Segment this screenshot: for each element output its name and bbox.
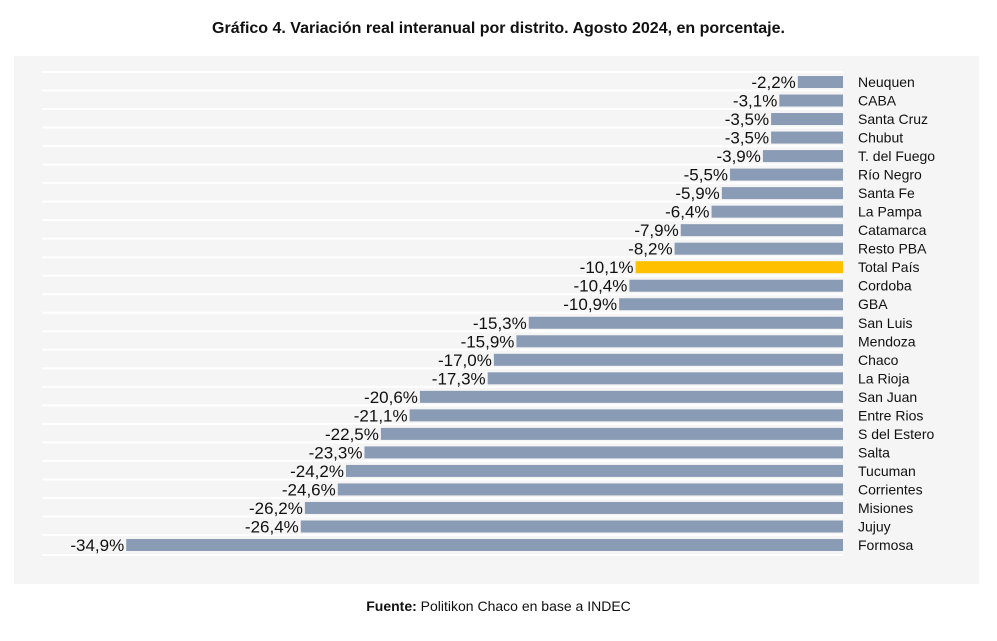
bar-chart: -2,2% Neuquen -3,1% CABA -3,5% Santa Cruz -3,5… xyxy=(42,71,935,556)
bar xyxy=(635,261,843,274)
category-label: Tucuman xyxy=(858,463,916,479)
category-label: Catamarca xyxy=(858,222,927,238)
data-label: -26,2% xyxy=(249,499,303,518)
bar xyxy=(487,372,843,385)
data-label: -17,0% xyxy=(438,351,492,370)
bar xyxy=(797,76,843,88)
category-label: Salta xyxy=(858,444,890,460)
bar xyxy=(779,94,843,107)
data-label: -3,1% xyxy=(733,92,777,111)
category-label: Formosa xyxy=(858,537,913,553)
data-label: -22,5% xyxy=(325,425,379,444)
bar xyxy=(419,390,843,403)
data-label: -10,4% xyxy=(574,277,628,296)
data-label: -21,1% xyxy=(354,406,408,425)
category-label: Santa Fe xyxy=(858,185,915,201)
data-label: -15,9% xyxy=(461,332,515,351)
bar xyxy=(680,224,843,237)
category-label: Total País xyxy=(858,259,919,275)
category-label: Corrientes xyxy=(858,481,923,497)
source-note: Fuente: Politikon Chaco en base a INDEC xyxy=(0,598,997,614)
data-label: -8,2% xyxy=(628,240,672,259)
bar xyxy=(771,131,843,144)
data-label: -10,1% xyxy=(580,258,634,277)
data-label: -2,2% xyxy=(751,73,795,92)
bar xyxy=(762,150,843,163)
data-label: -10,9% xyxy=(563,295,617,314)
bar xyxy=(345,464,843,477)
category-label: San Luis xyxy=(858,315,912,331)
data-label: -24,6% xyxy=(282,480,336,499)
category-label: Río Negro xyxy=(858,167,922,183)
bar xyxy=(528,316,843,329)
category-label: S del Estero xyxy=(858,426,934,442)
category-label: Entre Rios xyxy=(858,407,923,423)
data-label: -3,5% xyxy=(725,110,769,129)
category-label: La Pampa xyxy=(858,204,922,220)
bar xyxy=(711,205,843,218)
category-label: T. del Fuego xyxy=(858,148,935,164)
bar xyxy=(674,242,843,255)
category-label: CABA xyxy=(858,93,897,109)
data-label: -5,5% xyxy=(684,166,728,185)
category-label: Neuquen xyxy=(858,74,915,90)
bar xyxy=(771,113,843,126)
source-text: Politikon Chaco en base a INDEC xyxy=(416,598,631,614)
data-label: -34,9% xyxy=(70,536,124,555)
bar xyxy=(364,446,843,459)
category-label: Chubut xyxy=(858,130,903,146)
category-label: San Juan xyxy=(858,389,917,405)
category-label: Santa Cruz xyxy=(858,111,928,127)
data-label: -7,9% xyxy=(634,221,678,240)
category-label: Jujuy xyxy=(858,518,891,534)
data-label: -26,4% xyxy=(245,517,299,536)
data-label: -15,3% xyxy=(473,314,527,333)
bar xyxy=(493,353,843,366)
category-label: GBA xyxy=(858,296,888,312)
bar xyxy=(730,168,843,181)
data-label: -3,9% xyxy=(716,147,760,166)
source-label: Fuente: xyxy=(366,598,417,614)
bar xyxy=(304,501,843,514)
data-label: -6,4% xyxy=(665,203,709,222)
bar xyxy=(409,409,843,422)
data-label: -3,5% xyxy=(725,129,769,148)
category-label: Resto PBA xyxy=(858,241,927,257)
bar xyxy=(619,298,843,311)
bar xyxy=(721,187,843,200)
bar xyxy=(126,539,843,551)
category-label: Mendoza xyxy=(858,333,916,349)
bar xyxy=(300,520,843,533)
data-label: -23,3% xyxy=(309,443,363,462)
data-label: -17,3% xyxy=(432,369,486,388)
bar xyxy=(380,427,843,440)
bar xyxy=(516,335,843,348)
data-label: -20,6% xyxy=(364,388,418,407)
data-label: -5,9% xyxy=(675,184,719,203)
category-label: Misiones xyxy=(858,500,913,516)
data-label: -24,2% xyxy=(290,462,344,481)
category-label: Chaco xyxy=(858,352,899,368)
category-label: Cordoba xyxy=(858,278,912,294)
plot-area: -2,2% Neuquen -3,1% CABA -3,5% Santa Cruz -3,5… xyxy=(14,56,979,584)
bar xyxy=(629,279,843,292)
chart-title: Gráfico 4. Variación real interanual por… xyxy=(212,20,785,37)
category-label: La Rioja xyxy=(858,370,910,386)
bar xyxy=(337,483,843,496)
